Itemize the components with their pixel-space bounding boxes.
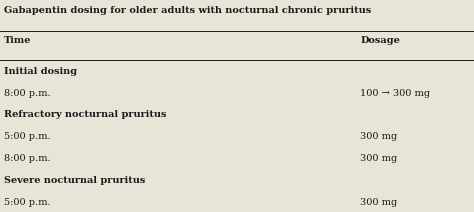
- Text: 300 mg: 300 mg: [360, 132, 398, 141]
- Text: 5:00 p.m.: 5:00 p.m.: [4, 198, 50, 207]
- Text: Severe nocturnal pruritus: Severe nocturnal pruritus: [4, 176, 145, 185]
- Text: Dosage: Dosage: [360, 36, 400, 45]
- Text: 8:00 p.m.: 8:00 p.m.: [4, 154, 50, 163]
- Text: 100 → 300 mg: 100 → 300 mg: [360, 89, 430, 98]
- Text: Refractory nocturnal pruritus: Refractory nocturnal pruritus: [4, 110, 166, 119]
- Text: 300 mg: 300 mg: [360, 154, 398, 163]
- Text: Gabapentin dosing for older adults with nocturnal chronic pruritus: Gabapentin dosing for older adults with …: [4, 6, 371, 15]
- Text: 300 mg: 300 mg: [360, 198, 398, 207]
- Text: Time: Time: [4, 36, 31, 45]
- Text: 8:00 p.m.: 8:00 p.m.: [4, 89, 50, 98]
- Text: 5:00 p.m.: 5:00 p.m.: [4, 132, 50, 141]
- Text: Initial dosing: Initial dosing: [4, 67, 77, 76]
